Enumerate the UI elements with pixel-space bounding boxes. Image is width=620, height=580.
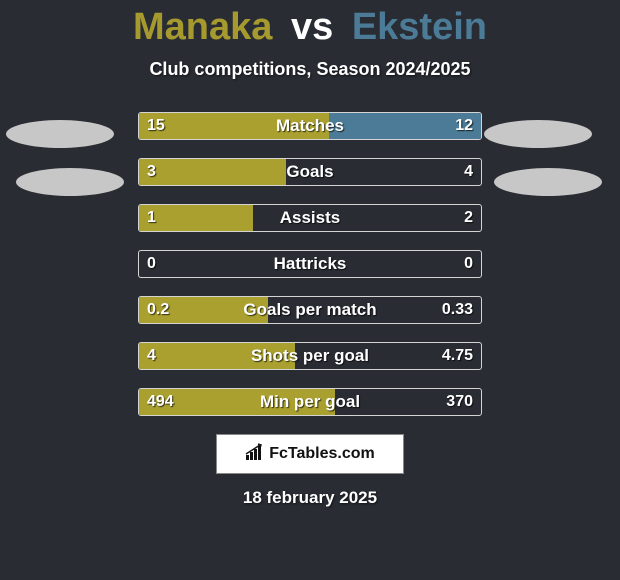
- subtitle: Club competitions, Season 2024/2025: [0, 59, 620, 80]
- stats-container: 15Matches12 3Goals4 1Assists2 0Hattricks0 0.…: [138, 112, 482, 416]
- stat-row: 15Matches12: [138, 112, 482, 140]
- stat-value-right: 370: [438, 389, 481, 416]
- stat-value-right: 4.75: [434, 343, 481, 370]
- stat-name: Goals per match: [139, 297, 481, 323]
- stat-row: 0Hattricks0: [138, 250, 482, 278]
- stat-row: 0.2Goals per match0.33: [138, 296, 482, 324]
- stat-name: Hattricks: [139, 251, 481, 277]
- stat-name: Matches: [139, 113, 481, 139]
- stat-row: 1Assists2: [138, 204, 482, 232]
- brand-text: FcTables.com: [269, 445, 375, 463]
- decorative-oval: [16, 168, 124, 196]
- stat-name: Goals: [139, 159, 481, 185]
- decorative-oval: [6, 120, 114, 148]
- stat-row: 494Min per goal370: [138, 388, 482, 416]
- stat-row: 3Goals4: [138, 158, 482, 186]
- decorative-oval: [494, 168, 602, 196]
- player1-name: Manaka: [133, 6, 272, 48]
- brand-icon: [245, 443, 265, 466]
- stat-name: Min per goal: [139, 389, 481, 415]
- brand-badge: FcTables.com: [216, 434, 404, 474]
- stat-row: 4Shots per goal4.75: [138, 342, 482, 370]
- decorative-oval: [484, 120, 592, 148]
- stat-value-right: 0: [456, 251, 481, 278]
- comparison-title: Manaka vs Ekstein: [0, 0, 620, 49]
- stat-value-right: 2: [456, 205, 481, 232]
- stat-value-right: 0.33: [434, 297, 481, 324]
- vs-label: vs: [291, 6, 333, 48]
- stat-name: Assists: [139, 205, 481, 231]
- date-label: 18 february 2025: [0, 488, 620, 508]
- stat-name: Shots per goal: [139, 343, 481, 369]
- stat-value-right: 4: [456, 159, 481, 186]
- stat-value-right: 12: [447, 113, 481, 140]
- player2-name: Ekstein: [352, 6, 487, 48]
